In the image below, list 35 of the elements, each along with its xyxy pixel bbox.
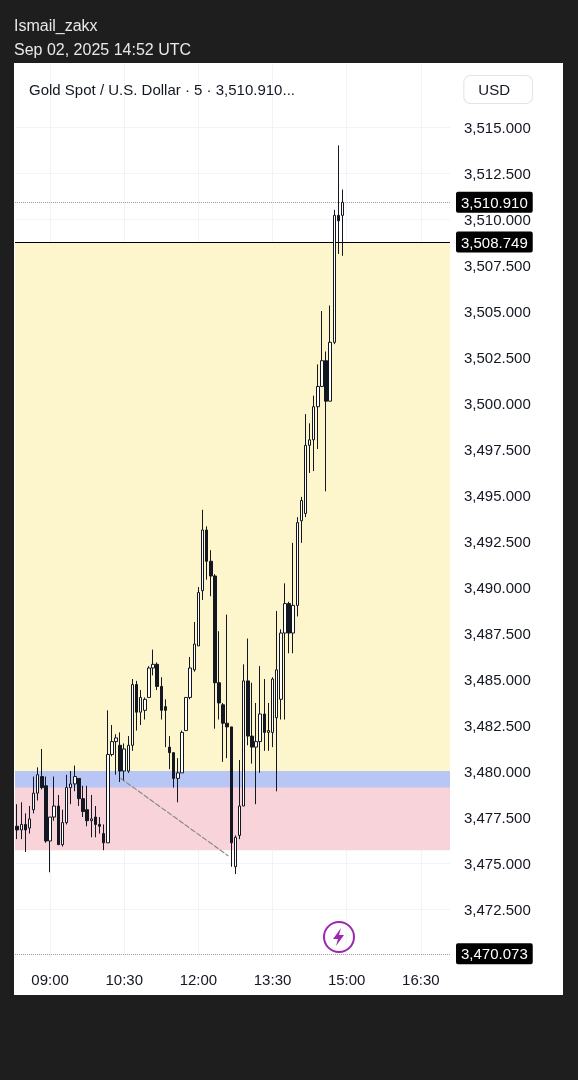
y-tick-label: 3,492.500 (464, 532, 531, 550)
ref-line-label: 3,470.073 (461, 945, 528, 963)
y-tick-label: 3,505.000 (464, 302, 531, 320)
y-tick-label: 3,477.500 (464, 808, 531, 826)
y-tick-label: 3,487.500 (464, 624, 531, 642)
y-tick-label: 3,495.000 (464, 486, 531, 504)
candlestick (201, 509, 204, 601)
x-tick-label: 16:30 (402, 971, 440, 988)
text: Sep 02, 2025 14:52 UTC (14, 40, 192, 60)
x-tick-label: 13:30 (253, 971, 292, 988)
y-tick-label: 3,515.000 (464, 118, 531, 136)
y-tick-label: 3,482.500 (464, 716, 531, 734)
text: Ismail_zakx (14, 16, 99, 36)
candlestick (283, 582, 287, 721)
y-tick-label: 3,510.000 (464, 210, 531, 228)
y-tick-label: 3,502.500 (464, 348, 531, 366)
ref-line-label: 3,508.749 (461, 233, 528, 251)
y-tick-label: 3,472.500 (464, 900, 531, 918)
y-axis-title: USD (478, 81, 511, 98)
x-tick-label: 10:30 (105, 971, 144, 988)
y-tick-label: 3,490.000 (464, 578, 531, 596)
y-tick-label: 3,500.000 (464, 394, 531, 412)
text: Gold Spot / U.S. Dollar · 5 · 3,510.910... (29, 81, 295, 98)
x-tick-label: 12:00 (179, 971, 218, 988)
ref-line-label: 3,510.910 (461, 193, 528, 211)
y-tick-label: 3,480.000 (464, 762, 531, 780)
y-tick-label: 3,497.500 (464, 440, 531, 458)
candlestick (118, 731, 122, 783)
y-tick-label: 3,475.000 (464, 854, 531, 872)
y-tick-label: 3,512.500 (464, 164, 531, 182)
x-tick-label: 09:00 (31, 971, 69, 988)
y-tick-label: 3,507.500 (464, 256, 531, 274)
x-tick-label: 15:00 (327, 971, 366, 988)
y-tick-label: 3,485.000 (464, 670, 531, 688)
candlestick (15, 803, 19, 840)
